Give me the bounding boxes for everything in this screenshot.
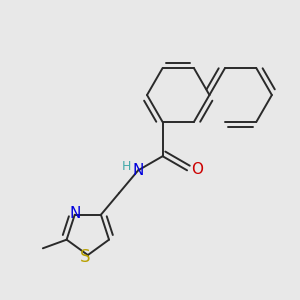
Text: N: N [70,206,81,221]
Text: H: H [122,160,132,173]
Text: O: O [191,162,203,177]
Text: S: S [80,248,91,266]
Text: N: N [133,163,144,178]
